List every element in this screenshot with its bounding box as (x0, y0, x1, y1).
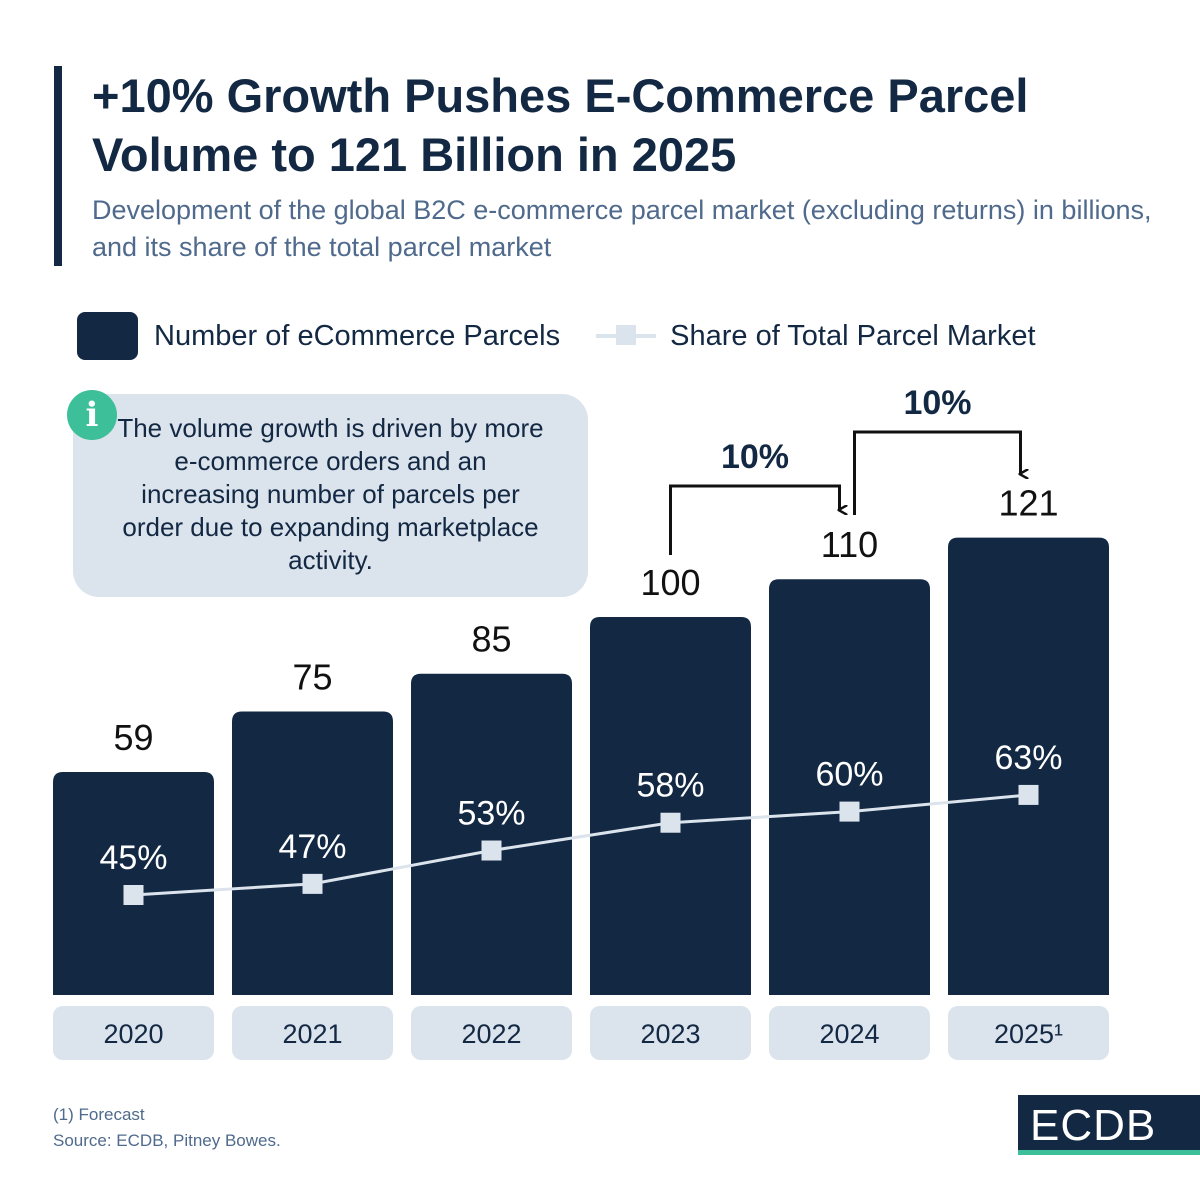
info-icon: i (67, 390, 117, 440)
footnote: (1) Forecast (53, 1105, 145, 1124)
bar-value-label: 59 (113, 717, 153, 758)
share-point (1018, 784, 1039, 805)
growth-arrow (669, 484, 840, 555)
share-label: 63% (994, 739, 1062, 777)
bar (53, 771, 214, 995)
share-label: 47% (278, 828, 346, 866)
category-pill (590, 1006, 751, 1060)
page-subtitle: Development of the global B2C e-commerce… (92, 195, 1152, 262)
legend-line-swatch (596, 325, 657, 345)
bar-value-label: 75 (292, 657, 332, 698)
bar (769, 579, 930, 995)
category-pill (948, 1006, 1109, 1060)
share-point (302, 873, 323, 894)
x-tick-label: 2021 (282, 1019, 342, 1049)
share-label: 60% (815, 756, 883, 794)
page-title: +10% Growth Pushes E-Commerce Parcel Vol… (92, 69, 1029, 181)
info-text: The volume growth is driven by more e-co… (117, 413, 544, 575)
share-line (133, 793, 1029, 897)
share-point (660, 812, 681, 833)
growth-label: 10% (903, 384, 971, 422)
category-pill (411, 1006, 572, 1060)
share-point (481, 840, 502, 861)
category-pill (232, 1006, 393, 1060)
share-point (839, 801, 860, 822)
bar (411, 673, 572, 995)
legend: Number of eCommerce Parcels Share of Tot… (77, 312, 1036, 360)
bar-value-label: 100 (640, 562, 700, 603)
bar-value-label: 85 (471, 619, 511, 660)
bar (232, 711, 393, 995)
legend-bar-swatch (77, 312, 138, 360)
info-box: The volume growth is driven by more e-co… (73, 394, 588, 597)
legend-bar-label: Number of eCommerce Parcels (154, 319, 561, 352)
x-tick-label: 2020 (103, 1019, 163, 1049)
ecdb-logo: ECDB (1018, 1095, 1200, 1155)
header: +10% Growth Pushes E-Commerce Parcel Vol… (54, 66, 1164, 266)
footer: (1) Forecast Source: ECDB, Pitney Bowes. (53, 1102, 281, 1154)
x-tick-label: 2025¹ (994, 1019, 1063, 1049)
bar (590, 617, 751, 995)
x-tick-label: 2022 (461, 1019, 521, 1049)
x-tick-label: 2023 (640, 1019, 700, 1049)
share-point (123, 885, 144, 905)
x-tick-label: 2024 (819, 1019, 879, 1049)
share-label: 53% (457, 795, 525, 833)
category-pill (769, 1006, 930, 1060)
bar-value-label: 121 (998, 483, 1058, 524)
legend-line-label: Share of Total Parcel Market (670, 319, 1036, 352)
growth-arrow (853, 430, 1021, 515)
share-label: 45% (99, 839, 167, 877)
source: Source: ECDB, Pitney Bowes. (53, 1131, 281, 1150)
bar-value-label: 110 (821, 524, 878, 565)
category-pill (53, 1006, 214, 1060)
bar (948, 537, 1109, 995)
share-label: 58% (636, 767, 704, 805)
growth-label: 10% (721, 438, 789, 476)
